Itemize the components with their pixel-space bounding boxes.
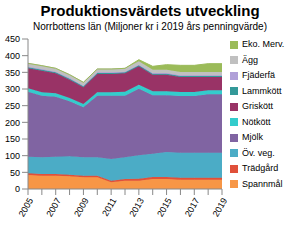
svg-text:2015: 2015: [155, 196, 174, 218]
html-text:Lammkött: Lammkött: [242, 85, 282, 96]
svg-text:200: 200: [8, 118, 20, 128]
html-text:Öv. veg.: Öv. veg.: [242, 147, 275, 158]
svg-text:150: 150: [8, 134, 20, 144]
html-text:Trädgård: Trädgård: [242, 163, 279, 173]
svg-text:250: 250: [8, 101, 20, 111]
svg-text:2007: 2007: [44, 196, 63, 218]
html-text:Eko. Merv.: Eko. Merv.: [242, 39, 285, 49]
html-text:Produktionsvärdets utveckling: Produktionsvärdets utveckling: [40, 2, 260, 19]
svg-text:0: 0: [15, 184, 20, 194]
svg-text:300: 300: [8, 84, 20, 94]
svg-text:2013: 2013: [127, 196, 146, 218]
svg-text:400: 400: [8, 51, 20, 61]
html-text:Griskött: Griskött: [242, 101, 273, 111]
html-text:Norrbottens län (Miljoner kr i: Norrbottens län (Miljoner kr i 2019 års …: [33, 21, 267, 32]
svg-text:2005: 2005: [17, 196, 36, 218]
svg-text:350: 350: [8, 68, 20, 78]
html-text:Nötkött: Nötkött: [242, 116, 271, 127]
svg-text:50: 50: [10, 168, 20, 178]
html-text:Ägg: Ägg: [242, 54, 258, 65]
html-text:Fjäderfä: Fjäderfä: [242, 70, 275, 80]
svg-text:2017: 2017: [183, 196, 202, 218]
html-text:Spannmål: Spannmål: [242, 178, 283, 189]
svg-text:450: 450: [8, 34, 20, 44]
svg-text:2011: 2011: [100, 196, 118, 218]
svg-text:100: 100: [8, 151, 20, 161]
svg-text:2009: 2009: [72, 196, 91, 218]
html-text:Mjölk: Mjölk: [242, 132, 263, 142]
svg-text:2019: 2019: [211, 196, 228, 218]
